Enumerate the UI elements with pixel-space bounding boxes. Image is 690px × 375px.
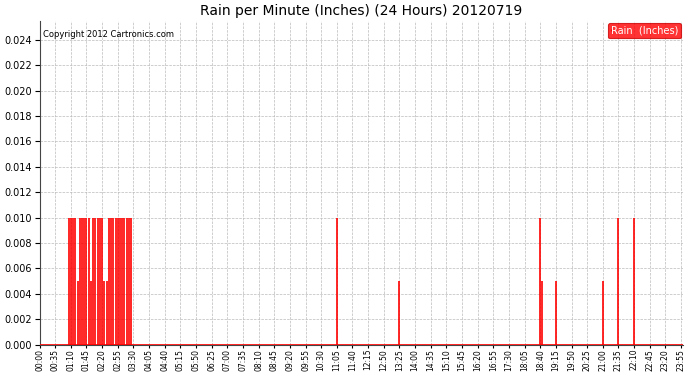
- Legend: Rain  (Inches): Rain (Inches): [608, 22, 681, 39]
- Title: Rain per Minute (Inches) (24 Hours) 20120719: Rain per Minute (Inches) (24 Hours) 2012…: [200, 4, 522, 18]
- Text: Copyright 2012 Cartronics.com: Copyright 2012 Cartronics.com: [43, 30, 174, 39]
